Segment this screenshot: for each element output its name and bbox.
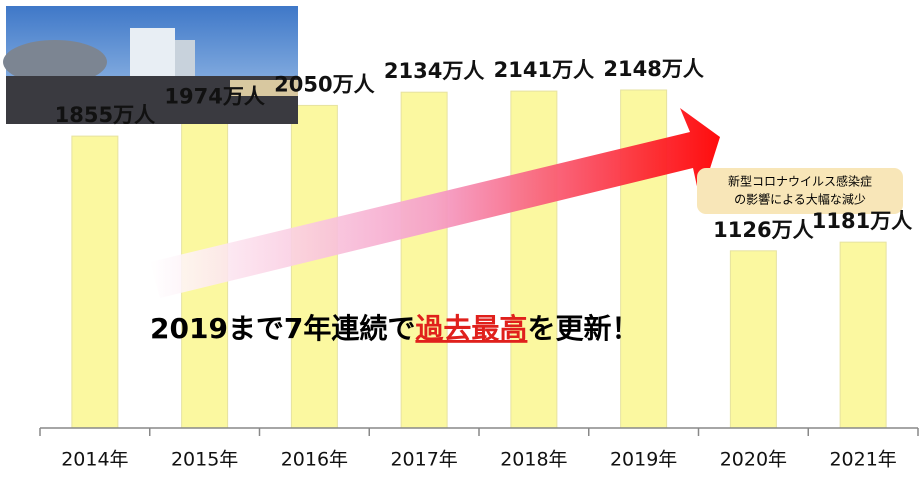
headline-highlight: 過去最高 [415, 312, 527, 345]
x-tick-label: 2016年 [281, 449, 348, 471]
callout-text: の影響による大幅な減少 [734, 192, 866, 207]
headline: 2019まで7年連続で過去最高を更新！ [150, 312, 639, 345]
x-tick-label: 2020年 [720, 449, 787, 471]
value-label: 1126万人 [713, 218, 813, 242]
x-tick-label: 2019年 [610, 449, 677, 471]
bar [72, 136, 118, 428]
x-tick-label: 2021年 [829, 449, 896, 471]
bar [511, 91, 557, 428]
x-tick-label: 2015年 [171, 449, 238, 471]
callout-text: 新型コロナウイルス感染症 [728, 174, 872, 189]
bar [291, 105, 337, 428]
bar [840, 242, 886, 428]
value-label: 1974万人 [164, 84, 264, 108]
value-label: 2134万人 [384, 59, 484, 83]
value-label: 2141万人 [494, 58, 594, 82]
value-label: 1855万人 [55, 103, 155, 127]
value-label: 2148万人 [603, 57, 703, 81]
bar [401, 92, 447, 428]
x-tick-label: 2014年 [61, 449, 128, 471]
x-tick-label: 2018年 [500, 449, 567, 471]
chart: 2019まで7年連続で過去最高を更新！ 新型コロナウイルス感染症 の影響による大… [0, 0, 920, 478]
value-label: 1181万人 [812, 209, 912, 233]
value-label: 2050万人 [274, 72, 374, 96]
headline-text: 2019まで7年連続で [150, 312, 415, 345]
headline-text: を更新！ [527, 312, 639, 345]
bar [730, 251, 776, 428]
x-tick-label: 2017年 [390, 449, 457, 471]
